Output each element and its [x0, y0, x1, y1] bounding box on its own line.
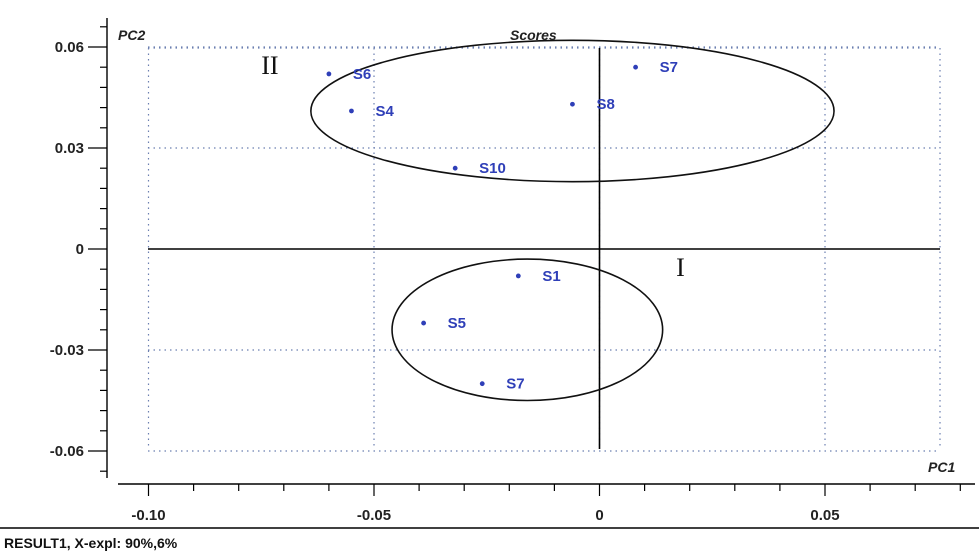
- point-label: S7: [660, 59, 678, 76]
- point-label: S8: [596, 96, 614, 113]
- point-label: S7: [506, 376, 524, 393]
- y-tick-label: 0.06: [55, 39, 84, 56]
- data-points: [326, 64, 638, 387]
- point-marker: [633, 64, 638, 70]
- point-marker: [515, 273, 521, 279]
- x-tick-label: -0.10: [131, 507, 165, 524]
- y-tick-label: 0: [76, 241, 84, 258]
- y-tick-label: 0.03: [55, 140, 84, 157]
- x-tick-label: -0.05: [357, 507, 391, 524]
- point-marker: [479, 381, 485, 387]
- point-label: S5: [448, 315, 466, 332]
- text-labels: -0.10-0.0500.050.100.150.200.250.060.030…: [4, 27, 955, 551]
- y-tick-label: -0.03: [50, 342, 84, 359]
- point-marker: [452, 165, 458, 171]
- point-marker: [326, 71, 332, 77]
- point-marker: [349, 108, 354, 114]
- x-tick-label: 0: [595, 507, 603, 524]
- group-ellipses: [310, 39, 835, 402]
- group-ellipse-ii: [310, 39, 835, 183]
- group-label: II: [261, 51, 278, 80]
- point-label: S6: [353, 66, 371, 83]
- point-marker: [570, 101, 575, 107]
- footer-text: RESULT1, X-expl: 90%,6%: [4, 535, 178, 551]
- point-label: S10: [479, 160, 506, 177]
- chart-title: Scores: [510, 27, 557, 43]
- point-label: S1: [542, 268, 560, 285]
- point-label: S4: [375, 103, 394, 120]
- axes: [0, 18, 979, 529]
- x-tick-label: 0.05: [810, 507, 839, 524]
- group-label: I: [676, 253, 685, 282]
- y-axis-label: PC2: [118, 27, 145, 43]
- x-axis-label: PC1: [928, 459, 955, 475]
- point-marker: [421, 320, 427, 326]
- y-tick-label: -0.06: [50, 443, 84, 460]
- group-ellipse-i: [391, 258, 664, 402]
